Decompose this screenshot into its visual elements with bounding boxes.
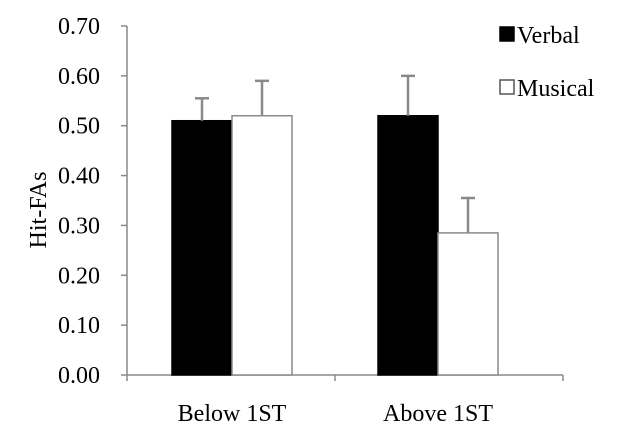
- axes: 0.00 0.10 0.20 0.30 0.40 0.50 0.60 0.70 Below 1S…: [58, 14, 564, 427]
- legend-swatch-verbal: [499, 26, 515, 42]
- y-tick-label: 0.60: [58, 64, 100, 90]
- legend-label-verbal: Verbal: [517, 23, 580, 49]
- x-tick-label: Above 1ST: [383, 401, 493, 427]
- x-tick-label: Below 1ST: [178, 401, 287, 427]
- legend-swatch-musical: [499, 79, 515, 95]
- legend-label-musical: Musical: [517, 76, 595, 102]
- bars: [171, 74, 499, 376]
- bar-musical: [437, 232, 499, 376]
- y-tick-label: 0.20: [58, 263, 100, 289]
- bar-verbal: [377, 114, 439, 376]
- y-tick-label: 0.50: [58, 114, 100, 140]
- y-tick-label: 0.70: [58, 14, 100, 40]
- y-tick-label: 0.40: [58, 164, 100, 190]
- y-axis-title: Hit-FAs: [26, 172, 52, 249]
- y-tick-label: 0.00: [58, 363, 100, 389]
- y-tick-label: 0.10: [58, 313, 100, 339]
- bar-verbal: [171, 119, 233, 376]
- legend: Verbal Musical: [499, 23, 595, 102]
- y-tick-label: 0.30: [58, 213, 100, 239]
- bar-musical: [231, 114, 293, 376]
